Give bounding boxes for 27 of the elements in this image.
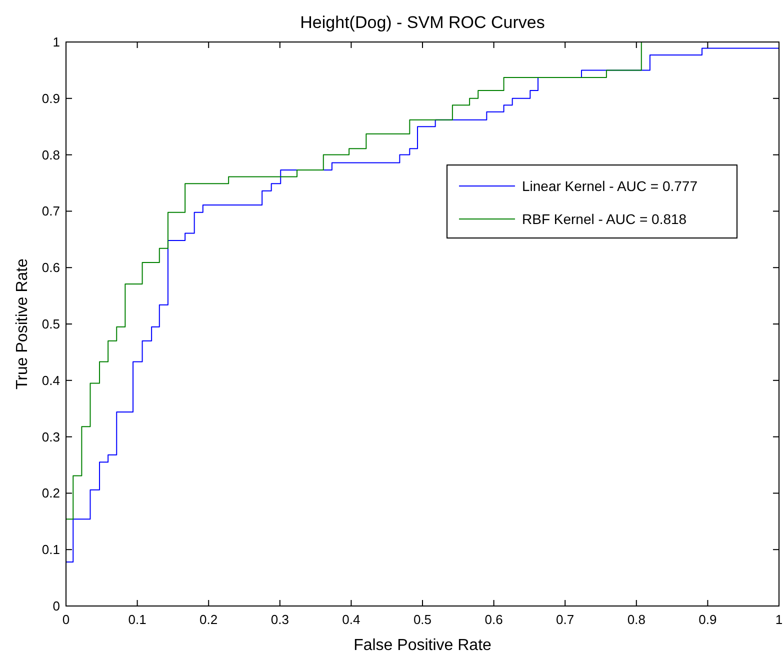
x-tick-label: 0.9: [698, 612, 717, 627]
y-tick-label: 0: [52, 598, 60, 614]
x-tick-label: 0.2: [200, 612, 218, 627]
y-tick-label: 0.1: [42, 542, 60, 558]
x-tick-label: 0.4: [342, 612, 360, 627]
y-tick-label: 0.3: [42, 429, 60, 444]
y-tick-label: 0.9: [42, 90, 60, 106]
x-tick-label: 0.5: [413, 612, 432, 627]
legend-label: Linear Kernel - AUC = 0.777: [522, 178, 698, 194]
x-tick-label: 0.8: [627, 612, 646, 627]
x-tick-label: 0.6: [484, 612, 503, 627]
x-tick-label: 0: [62, 612, 70, 627]
chart-title: Height(Dog) - SVM ROC Curves: [300, 13, 545, 32]
y-tick-label: 1: [52, 34, 60, 50]
x-axis-title: False Positive Rate: [354, 637, 492, 654]
y-tick-label: 0.6: [42, 260, 60, 276]
x-tick-label: 0.3: [270, 612, 289, 627]
x-tick-label: 0.1: [128, 612, 146, 627]
y-axis-title: True Positive Rate: [14, 258, 31, 390]
x-tick-label: 1: [775, 612, 783, 627]
y-tick-label: 0.4: [42, 372, 60, 388]
legend-label: RBF Kernel - AUC = 0.818: [522, 211, 687, 227]
y-tick-label: 0.8: [42, 147, 60, 162]
y-tick-label: 0.5: [42, 316, 60, 332]
y-tick-label: 0.7: [42, 204, 60, 219]
y-tick-label: 0.2: [42, 486, 60, 501]
x-tick-label: 0.7: [556, 612, 574, 627]
